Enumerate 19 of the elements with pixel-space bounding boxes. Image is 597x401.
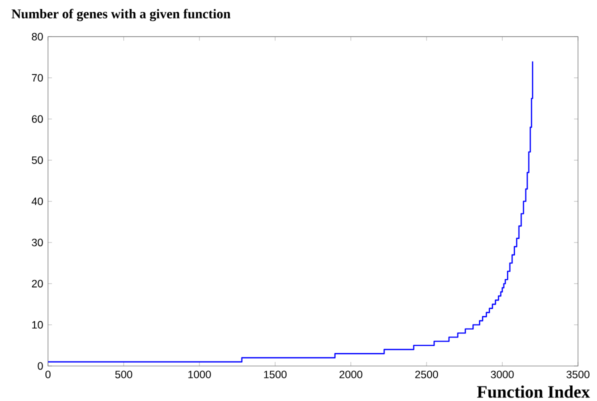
x-tick-label: 3500 bbox=[566, 370, 590, 378]
y-tick-label: 60 bbox=[32, 115, 43, 123]
y-tick-label: 10 bbox=[32, 321, 43, 329]
x-tick-label: 3000 bbox=[490, 370, 514, 378]
y-tick-label: 20 bbox=[32, 280, 43, 288]
x-tick-label: 2000 bbox=[340, 370, 362, 378]
y-tick-label: 80 bbox=[32, 32, 43, 40]
x-axis-title: Function Index bbox=[477, 386, 590, 398]
y-tick-label: 30 bbox=[32, 238, 43, 246]
y-tick-label: 70 bbox=[32, 74, 43, 82]
x-tick-label: 0 bbox=[45, 370, 51, 378]
y-tick-label: 50 bbox=[32, 156, 43, 164]
chart-title: Number of genes with a given function bbox=[12, 8, 230, 22]
x-tick-label: 1500 bbox=[264, 370, 287, 378]
x-tick-label: 1000 bbox=[188, 370, 211, 378]
y-tick-label: 0 bbox=[38, 362, 43, 370]
x-tick-label: 500 bbox=[115, 370, 132, 378]
x-tick-label: 2500 bbox=[415, 370, 438, 378]
y-tick-label: 40 bbox=[32, 198, 43, 206]
